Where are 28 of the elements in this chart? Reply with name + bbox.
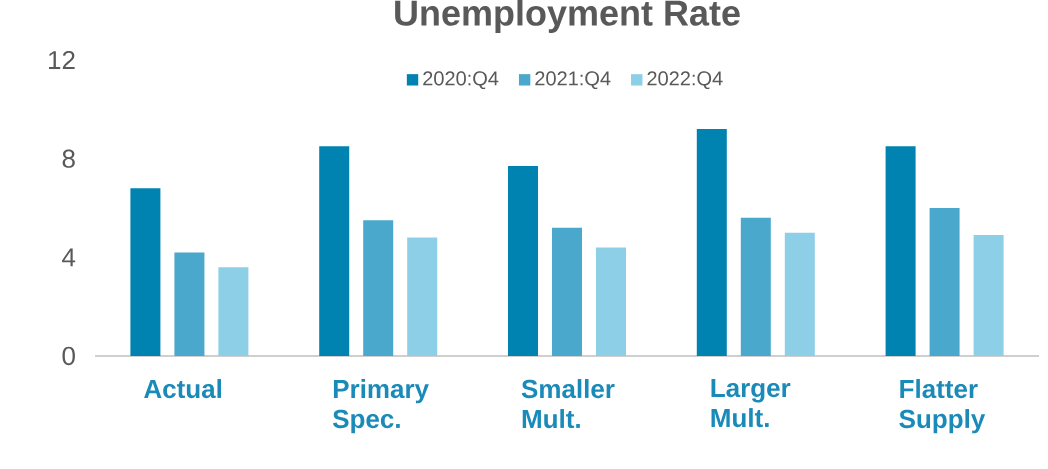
y-tick-label: 0 <box>62 346 75 366</box>
legend-label: 2021:Q4 <box>535 71 611 90</box>
bar <box>552 227 582 356</box>
bar <box>973 235 1004 356</box>
x-tick-label: Larger Mult. <box>711 379 791 428</box>
bar <box>885 146 916 356</box>
bar <box>407 237 438 356</box>
y-tick-label: 12 <box>49 50 75 70</box>
bar <box>363 220 394 356</box>
bar <box>929 207 960 356</box>
legend-label: 2022:Q4 <box>647 71 723 90</box>
x-tick-label: Flatter Supply <box>899 379 986 434</box>
x-tick-label: Actual <box>144 379 222 399</box>
bar <box>740 217 771 356</box>
bar <box>130 188 161 356</box>
bar <box>319 146 350 356</box>
bar <box>508 166 538 356</box>
y-tick-label: 8 <box>62 149 75 168</box>
bar <box>174 252 205 356</box>
legend-label: 2020:Q4 <box>423 71 499 90</box>
bar <box>696 129 727 356</box>
bar <box>784 232 815 356</box>
bar <box>596 247 626 356</box>
chart-title: Unemployment Rate <box>395 0 740 33</box>
x-tick-label: Primary Spec. <box>332 379 429 434</box>
x-tick-label: Smaller Mult. <box>521 379 615 429</box>
y-tick-label: 4 <box>62 248 76 267</box>
bar <box>218 267 249 356</box>
